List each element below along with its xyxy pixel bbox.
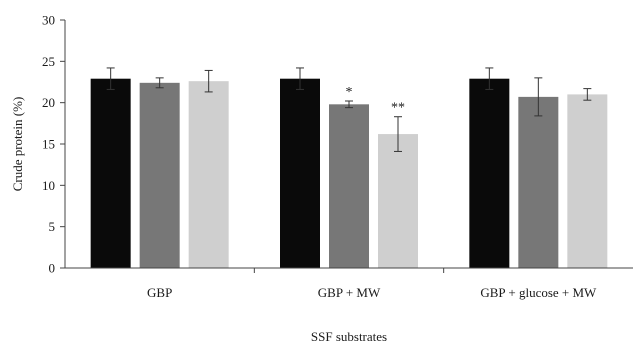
bar <box>518 96 559 268</box>
y-tick-label: 10 <box>42 178 55 193</box>
bars <box>90 67 608 269</box>
x-tick-label: GBP + glucose + MW <box>480 285 597 300</box>
y-tick-label: 5 <box>49 219 56 234</box>
x-tick-label: GBP <box>147 285 172 300</box>
bar <box>90 78 131 269</box>
y-axis-ticks: 0 5 10 15 20 25 30 <box>42 13 65 276</box>
bar <box>567 94 608 269</box>
y-tick-label: 25 <box>42 54 55 69</box>
x-axis-labels: GBP GBP + MW GBP + glucose + MW <box>147 268 597 300</box>
x-tick-label: GBP + MW <box>318 285 381 300</box>
x-axis-title: SSF substrates <box>311 329 387 344</box>
bar <box>378 134 418 268</box>
bar <box>188 81 229 268</box>
y-tick-label: 30 <box>42 13 55 28</box>
significance-markers: *** <box>346 85 406 116</box>
bar <box>139 82 180 269</box>
significance-label: * <box>346 85 353 100</box>
y-tick-label: 20 <box>42 95 55 110</box>
bar <box>469 78 510 269</box>
bar <box>329 104 369 268</box>
significance-label: ** <box>391 101 405 116</box>
y-axis-title: Crude protein (%) <box>10 97 25 192</box>
y-tick-label: 0 <box>49 261 56 276</box>
bar <box>280 78 320 269</box>
axes <box>64 20 633 269</box>
y-tick-label: 15 <box>42 137 55 152</box>
